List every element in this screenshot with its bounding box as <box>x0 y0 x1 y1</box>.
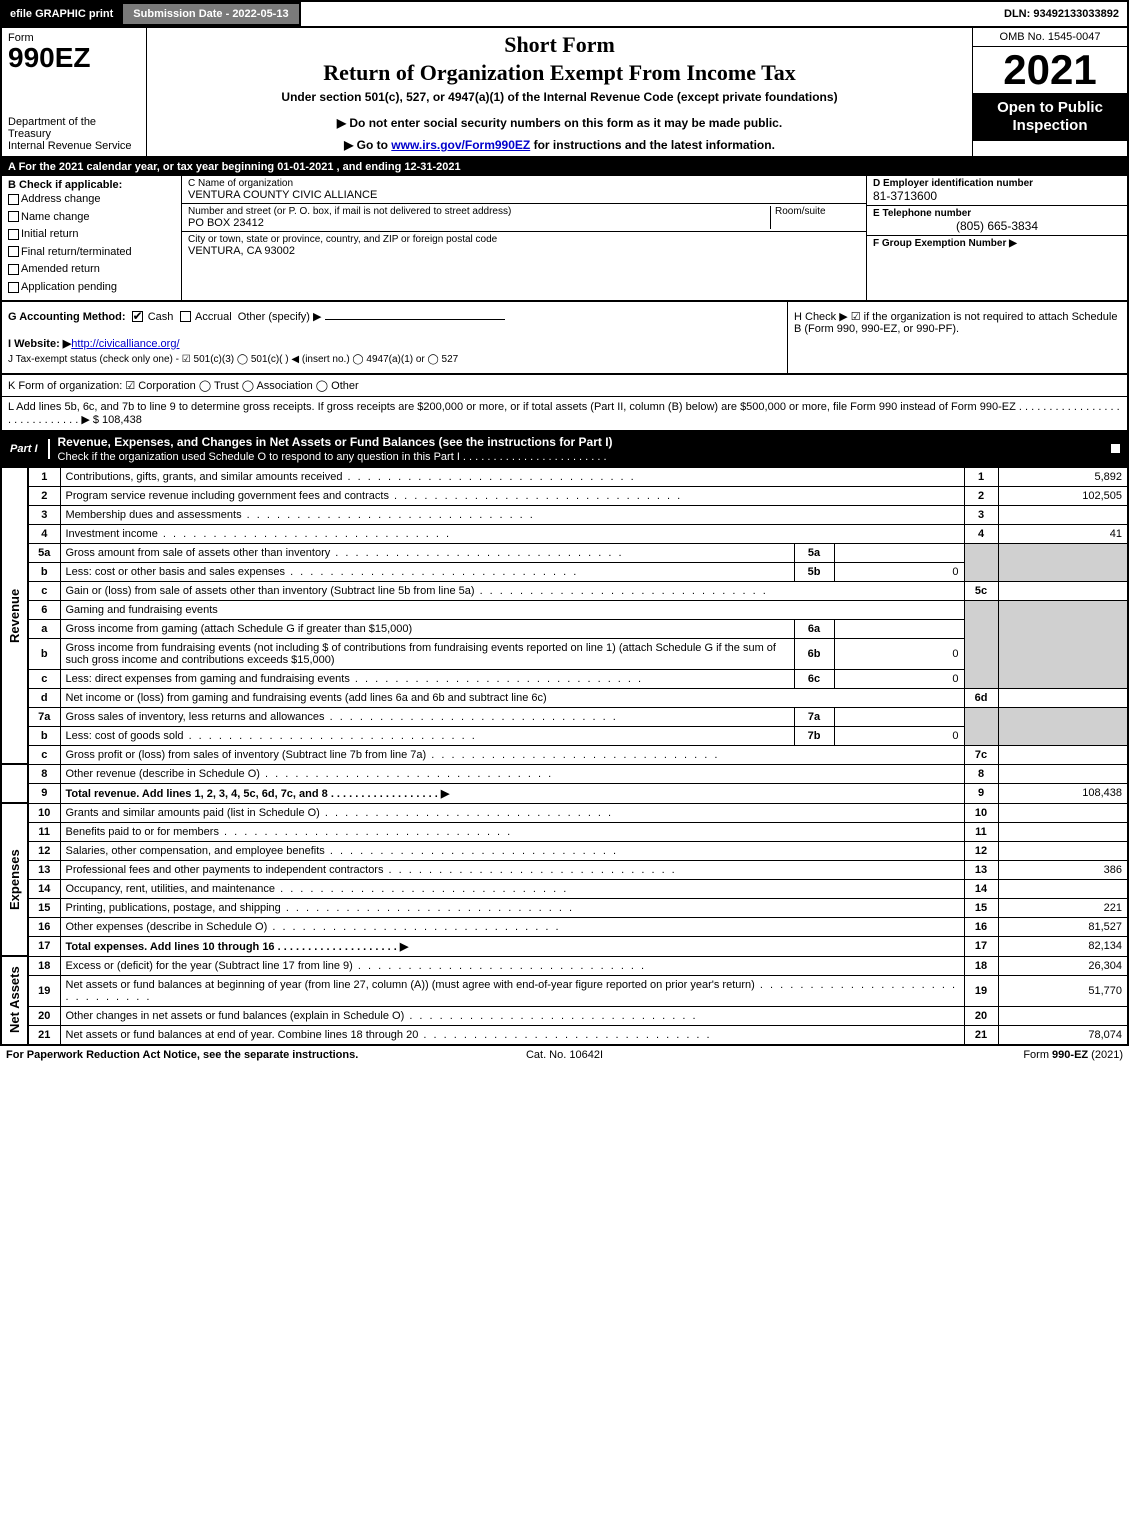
c-name-label: C Name of organization <box>188 178 860 189</box>
page-footer: For Paperwork Reduction Act Notice, see … <box>0 1045 1129 1064</box>
line6c-subamt: 0 <box>834 669 964 688</box>
form-number: 990EZ <box>8 44 140 72</box>
header-middle: Short Form Return of Organization Exempt… <box>147 28 972 156</box>
part1-header: Part I Revenue, Expenses, and Changes in… <box>0 431 1129 467</box>
ein-value: 81-3713600 <box>873 189 1121 203</box>
submission-date: Submission Date - 2022-05-13 <box>121 2 300 26</box>
line1-amount: 5,892 <box>998 467 1128 486</box>
f-group-label: F Group Exemption Number ▶ <box>873 238 1121 249</box>
g-label: G Accounting Method: <box>8 311 126 323</box>
line5c-amount <box>998 581 1128 600</box>
l-amount: 108,438 <box>102 414 142 426</box>
irs-link[interactable]: www.irs.gov/Form990EZ <box>391 138 530 152</box>
line10-amount <box>998 803 1128 822</box>
line5a-subamt <box>834 543 964 562</box>
line7c-amount <box>998 745 1128 764</box>
goto-note: ▶ Go to www.irs.gov/Form990EZ for instru… <box>153 138 966 152</box>
line17-amount: 82,134 <box>998 936 1128 956</box>
c-street-label: Number and street (or P. O. box, if mail… <box>188 206 770 217</box>
col-b-checkboxes: B Check if applicable: Address change Na… <box>2 176 182 300</box>
d-ein-label: D Employer identification number <box>873 178 1121 189</box>
website-link[interactable]: http://civicalliance.org/ <box>71 338 179 350</box>
chk-amended-return[interactable]: Amended return <box>8 261 175 279</box>
efile-label[interactable]: efile GRAPHIC print <box>2 2 121 26</box>
footer-catno: Cat. No. 10642I <box>378 1049 750 1061</box>
section-gh: G Accounting Method: Cash Accrual Other … <box>0 302 1129 374</box>
b-heading: B Check if applicable: <box>8 179 175 191</box>
line13-amount: 386 <box>998 860 1128 879</box>
line7a-subamt <box>834 707 964 726</box>
line16-amount: 81,527 <box>998 917 1128 936</box>
line5b-subamt: 0 <box>834 562 964 581</box>
col-d-contact: D Employer identification number 81-3713… <box>867 176 1127 300</box>
line4-amount: 41 <box>998 524 1128 543</box>
line8-amount <box>998 764 1128 783</box>
row-a-calendar-year: A For the 2021 calendar year, or tax yea… <box>0 158 1129 176</box>
j-tax-exempt: J Tax-exempt status (check only one) - ☑… <box>8 354 781 365</box>
footer-right: Form 990-EZ (2021) <box>751 1049 1123 1061</box>
expenses-side-label: Expenses <box>1 803 28 956</box>
public-inspection: Open to Public Inspection <box>973 93 1127 141</box>
chk-address-change[interactable]: Address change <box>8 191 175 209</box>
chk-application-pending[interactable]: Application pending <box>8 279 175 297</box>
org-street: PO BOX 23412 <box>188 217 770 229</box>
l-gross-receipts: L Add lines 5b, 6c, and 7b to line 9 to … <box>0 396 1129 431</box>
line9-amount: 108,438 <box>998 783 1128 803</box>
i-website-label: I Website: ▶ <box>8 338 71 350</box>
line3-amount <box>998 505 1128 524</box>
h-schedule-b: H Check ▶ ☑ if the organization is not r… <box>787 302 1127 373</box>
chk-final-return[interactable]: Final return/terminated <box>8 244 175 262</box>
omb-number: OMB No. 1545-0047 <box>973 28 1127 47</box>
org-name: VENTURA COUNTY CIVIC ALLIANCE <box>188 189 860 201</box>
main-title: Return of Organization Exempt From Incom… <box>153 60 966 86</box>
subtitle: Under section 501(c), 527, or 4947(a)(1)… <box>153 90 966 104</box>
top-bar: efile GRAPHIC print Submission Date - 20… <box>0 0 1129 28</box>
short-form-title: Short Form <box>153 32 966 58</box>
org-city: VENTURA, CA 93002 <box>188 245 860 257</box>
line6a-subamt <box>834 619 964 638</box>
revenue-side-label: Revenue <box>1 467 28 764</box>
chk-accrual[interactable] <box>180 311 191 322</box>
chk-schedule-o-part1[interactable] <box>1110 443 1121 454</box>
department-label: Department of the Treasury Internal Reve… <box>8 116 140 152</box>
part1-tab: Part I <box>0 439 50 459</box>
note2-pre: ▶ Go to <box>344 138 391 152</box>
c-room-label: Room/suite <box>775 206 860 217</box>
header-left: Form 990EZ Department of the Treasury In… <box>2 28 147 156</box>
phone-value: (805) 665-3834 <box>873 219 1121 233</box>
line19-amount: 51,770 <box>998 975 1128 1006</box>
h-text: H Check ▶ ☑ if the organization is not r… <box>794 311 1117 335</box>
l-text: L Add lines 5b, 6c, and 7b to line 9 to … <box>8 401 1120 426</box>
c-city-label: City or town, state or province, country… <box>188 234 860 245</box>
chk-cash[interactable] <box>132 311 143 322</box>
line7b-subamt: 0 <box>834 726 964 745</box>
dln-label: DLN: 93492133033892 <box>996 2 1127 26</box>
line18-amount: 26,304 <box>998 956 1128 975</box>
header-right: OMB No. 1545-0047 2021 Open to Public In… <box>972 28 1127 156</box>
part1-table: Revenue 1 Contributions, gifts, grants, … <box>0 467 1129 1045</box>
line2-amount: 102,505 <box>998 486 1128 505</box>
section-bcd: B Check if applicable: Address change Na… <box>0 176 1129 302</box>
line6d-amount <box>998 688 1128 707</box>
k-form-org: K Form of organization: ☑ Corporation ◯ … <box>0 374 1129 396</box>
note2-post: for instructions and the latest informat… <box>530 138 775 152</box>
netassets-side-label: Net Assets <box>1 956 28 1044</box>
chk-initial-return[interactable]: Initial return <box>8 226 175 244</box>
e-phone-label: E Telephone number <box>873 208 1121 219</box>
footer-left: For Paperwork Reduction Act Notice, see … <box>6 1049 378 1061</box>
ssn-warning: ▶ Do not enter social security numbers o… <box>153 116 966 130</box>
col-c-org-info: C Name of organization VENTURA COUNTY CI… <box>182 176 867 300</box>
g-accounting: G Accounting Method: Cash Accrual Other … <box>2 302 787 373</box>
part1-title: Revenue, Expenses, and Changes in Net As… <box>50 431 1110 467</box>
tax-year: 2021 <box>973 47 1127 93</box>
line15-amount: 221 <box>998 898 1128 917</box>
line6b-subamt: 0 <box>834 638 964 669</box>
form-header: Form 990EZ Department of the Treasury In… <box>0 28 1129 158</box>
line21-amount: 78,074 <box>998 1025 1128 1044</box>
chk-name-change[interactable]: Name change <box>8 209 175 227</box>
